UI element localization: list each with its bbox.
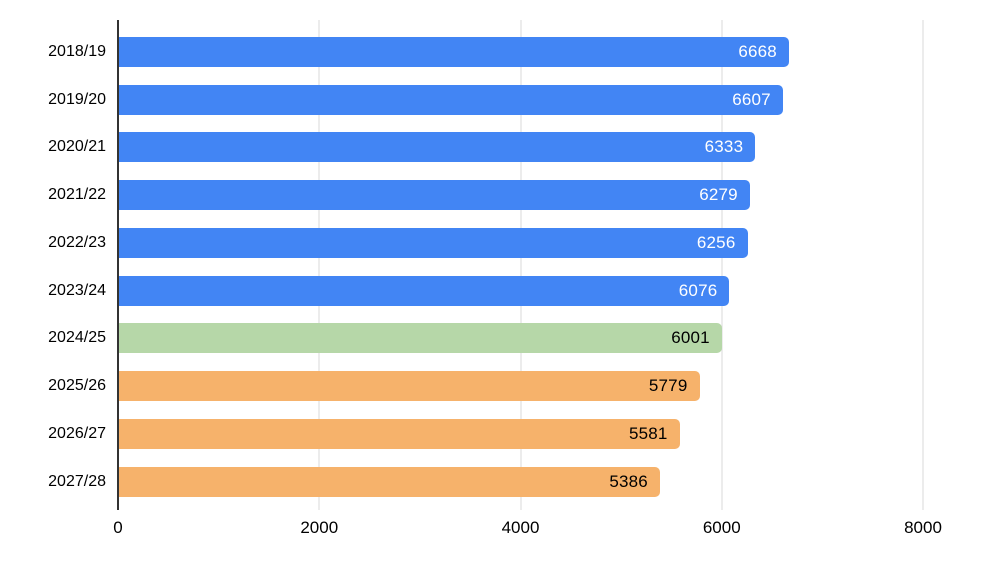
bar-2023-24: 6076 (118, 275, 730, 306)
value-label: 5386 (609, 471, 648, 491)
category-label: 2020/21 (48, 138, 106, 156)
category-label: 2025/26 (48, 377, 106, 395)
x-tick-label: 6000 (702, 518, 741, 537)
bar-2025-26: 5779 (118, 371, 700, 402)
category-label: 2022/23 (48, 233, 106, 251)
bar-2018-19: 6668 (118, 37, 789, 67)
bar-2019-20: 6607 (118, 84, 783, 115)
category-label: 2018/19 (48, 43, 106, 60)
value-label: 6001 (671, 328, 710, 348)
gridline (922, 20, 924, 510)
bar-2024-25: 6001 (118, 323, 722, 354)
value-label: 6256 (696, 232, 736, 252)
plot-area: 6668 6607 6333 6279 6256 6076 6001 5779 5581 5386 (117, 20, 924, 510)
value-label: 6076 (678, 280, 718, 300)
gridline (318, 20, 320, 510)
value-label: 6279 (699, 185, 738, 205)
category-label: 2019/20 (48, 90, 106, 108)
category-label: 2024/25 (48, 329, 106, 347)
gridline (520, 20, 521, 510)
gridline (721, 20, 723, 510)
bar-2021-22: 6279 (118, 180, 750, 211)
category-label: 2027/28 (48, 472, 106, 490)
x-tick-label: 4000 (501, 518, 540, 537)
bar-2020-21: 6333 (118, 132, 756, 163)
x-tick-label: 8000 (904, 518, 942, 537)
y-axis-line (117, 20, 119, 510)
x-tick-label: 2000 (300, 518, 339, 537)
category-label: 2026/27 (48, 424, 106, 442)
bar-2022-23: 6256 (118, 227, 748, 258)
x-tick-label: 0 (113, 518, 123, 537)
bar-2026-27: 5581 (118, 418, 680, 449)
category-label: 2023/24 (48, 281, 106, 299)
value-label: 5779 (648, 376, 688, 396)
category-label: 2021/22 (48, 186, 106, 204)
value-label: 6333 (704, 137, 744, 157)
value-label: 6668 (738, 42, 777, 61)
value-label: 6607 (732, 89, 771, 109)
bar-2027-28: 5386 (118, 466, 660, 497)
value-label: 5581 (628, 423, 668, 443)
